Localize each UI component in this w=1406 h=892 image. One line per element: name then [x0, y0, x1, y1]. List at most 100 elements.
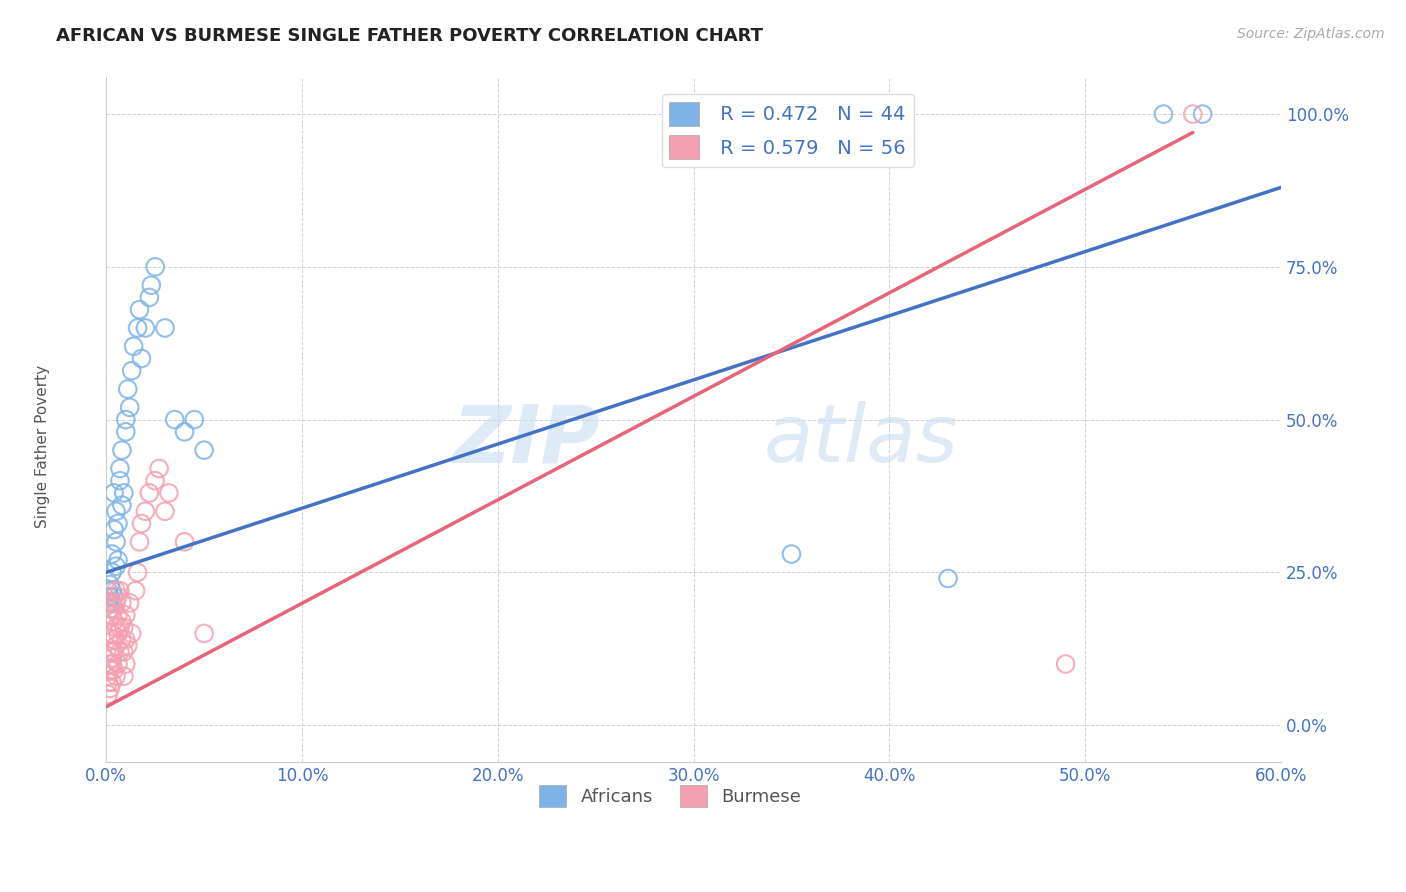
Text: Source: ZipAtlas.com: Source: ZipAtlas.com	[1237, 27, 1385, 41]
Point	[108, 474, 131, 488]
Point	[173, 534, 195, 549]
Point	[103, 645, 125, 659]
Point	[143, 474, 166, 488]
Point	[103, 486, 125, 500]
Point	[108, 620, 131, 634]
Point	[105, 620, 128, 634]
Point	[148, 461, 170, 475]
Point	[183, 412, 205, 426]
Point	[153, 321, 176, 335]
Point	[101, 675, 124, 690]
Point	[936, 572, 959, 586]
Point	[111, 443, 134, 458]
Point	[128, 534, 150, 549]
Point	[107, 553, 129, 567]
Point	[134, 321, 156, 335]
Point	[105, 534, 128, 549]
Point	[107, 608, 129, 623]
Point	[108, 461, 131, 475]
Point	[101, 626, 124, 640]
Point	[105, 504, 128, 518]
Point	[193, 626, 215, 640]
Point	[118, 596, 141, 610]
Point	[111, 596, 134, 610]
Point	[780, 547, 803, 561]
Legend: Africans, Burmese: Africans, Burmese	[531, 778, 808, 814]
Point	[103, 602, 125, 616]
Point	[117, 639, 139, 653]
Point	[98, 657, 121, 671]
Point	[163, 412, 186, 426]
Point	[101, 547, 124, 561]
Point	[173, 425, 195, 439]
Point	[112, 620, 135, 634]
Point	[127, 321, 149, 335]
Point	[153, 504, 176, 518]
Point	[134, 504, 156, 518]
Point	[101, 583, 124, 598]
Text: AFRICAN VS BURMESE SINGLE FATHER POVERTY CORRELATION CHART: AFRICAN VS BURMESE SINGLE FATHER POVERTY…	[56, 27, 763, 45]
Point	[105, 669, 128, 683]
Point	[98, 663, 121, 677]
Point	[101, 566, 124, 580]
Point	[111, 614, 134, 628]
Point	[111, 632, 134, 647]
Point	[114, 608, 136, 623]
Point	[103, 632, 125, 647]
Point	[114, 425, 136, 439]
Point	[131, 351, 153, 366]
Point	[97, 669, 120, 683]
Point	[111, 498, 134, 512]
Point	[117, 382, 139, 396]
Point	[105, 639, 128, 653]
Point	[138, 290, 160, 304]
Point	[97, 688, 120, 702]
Point	[107, 626, 129, 640]
Point	[127, 566, 149, 580]
Point	[97, 596, 120, 610]
Point	[98, 590, 121, 604]
Point	[1191, 107, 1213, 121]
Text: atlas: atlas	[763, 401, 959, 479]
Point	[105, 559, 128, 574]
Point	[108, 645, 131, 659]
Point	[1153, 107, 1175, 121]
Point	[143, 260, 166, 274]
Point	[131, 516, 153, 531]
Point	[193, 443, 215, 458]
Point	[112, 669, 135, 683]
Point	[114, 657, 136, 671]
Point	[101, 651, 124, 665]
Point	[103, 614, 125, 628]
Point	[141, 278, 163, 293]
Point	[103, 523, 125, 537]
Point	[101, 596, 124, 610]
Point	[98, 645, 121, 659]
Point	[121, 626, 143, 640]
Point	[122, 339, 145, 353]
Point	[101, 657, 124, 671]
Point	[124, 583, 146, 598]
Point	[98, 602, 121, 616]
Point	[121, 364, 143, 378]
Point	[157, 486, 180, 500]
Point	[108, 583, 131, 598]
Point	[114, 632, 136, 647]
Point	[118, 401, 141, 415]
Point	[107, 590, 129, 604]
Point	[101, 596, 124, 610]
Text: Single Father Poverty: Single Father Poverty	[35, 365, 49, 527]
Point	[103, 663, 125, 677]
Point	[1054, 657, 1077, 671]
Point	[114, 412, 136, 426]
Point	[105, 583, 128, 598]
Point	[103, 590, 125, 604]
Point	[107, 657, 129, 671]
Point	[1181, 107, 1204, 121]
Point	[105, 596, 128, 610]
Point	[112, 486, 135, 500]
Point	[98, 577, 121, 591]
Point	[98, 681, 121, 696]
Text: ZIP: ZIP	[453, 401, 599, 479]
Point	[97, 675, 120, 690]
